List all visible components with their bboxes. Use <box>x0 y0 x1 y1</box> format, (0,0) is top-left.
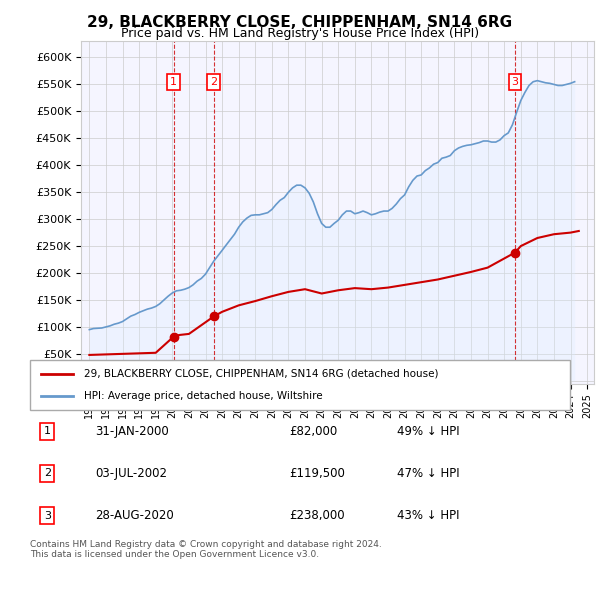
Text: 49% ↓ HPI: 49% ↓ HPI <box>397 425 460 438</box>
Text: 1: 1 <box>44 426 51 436</box>
Text: 31-JAN-2000: 31-JAN-2000 <box>95 425 169 438</box>
Text: 43% ↓ HPI: 43% ↓ HPI <box>397 509 460 522</box>
FancyBboxPatch shape <box>30 360 570 410</box>
Text: 2: 2 <box>210 77 217 87</box>
Text: 1: 1 <box>170 77 177 87</box>
Text: £238,000: £238,000 <box>289 509 345 522</box>
Text: 29, BLACKBERRY CLOSE, CHIPPENHAM, SN14 6RG: 29, BLACKBERRY CLOSE, CHIPPENHAM, SN14 6… <box>88 15 512 30</box>
Text: HPI: Average price, detached house, Wiltshire: HPI: Average price, detached house, Wilt… <box>84 391 323 401</box>
Text: 2: 2 <box>44 468 51 478</box>
Text: 3: 3 <box>512 77 518 87</box>
Text: 28-AUG-2020: 28-AUG-2020 <box>95 509 173 522</box>
Text: Contains HM Land Registry data © Crown copyright and database right 2024.
This d: Contains HM Land Registry data © Crown c… <box>30 540 382 559</box>
Text: 47% ↓ HPI: 47% ↓ HPI <box>397 467 460 480</box>
Text: 03-JUL-2002: 03-JUL-2002 <box>95 467 167 480</box>
Text: £82,000: £82,000 <box>289 425 337 438</box>
Text: 3: 3 <box>44 511 51 521</box>
Text: Price paid vs. HM Land Registry's House Price Index (HPI): Price paid vs. HM Land Registry's House … <box>121 27 479 40</box>
Text: 29, BLACKBERRY CLOSE, CHIPPENHAM, SN14 6RG (detached house): 29, BLACKBERRY CLOSE, CHIPPENHAM, SN14 6… <box>84 369 439 379</box>
Text: £119,500: £119,500 <box>289 467 345 480</box>
